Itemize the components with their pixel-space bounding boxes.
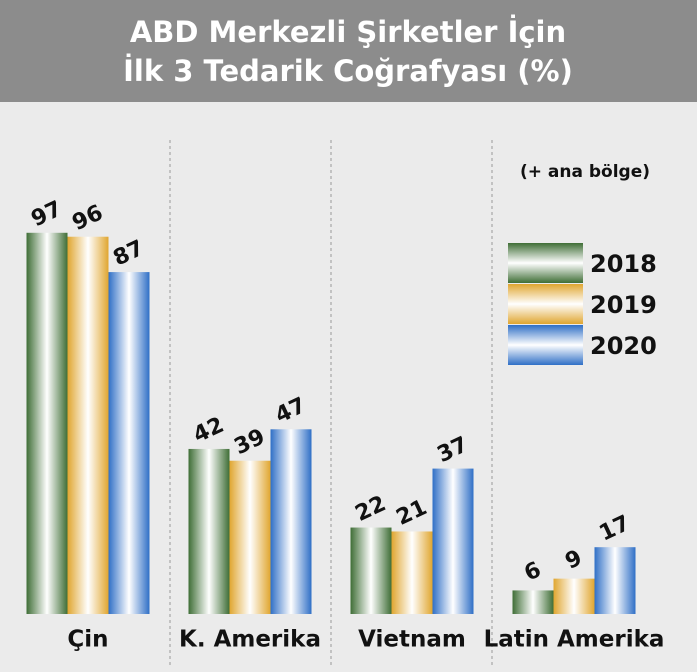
legend-swatch — [508, 243, 583, 283]
legend-swatch — [508, 325, 583, 365]
x-tick-label: Çin — [67, 627, 108, 653]
legend-label: 2019 — [590, 291, 657, 319]
legend-swatch — [508, 284, 583, 324]
bar — [512, 590, 554, 614]
bar — [229, 460, 271, 614]
chart-title: ABD Merkezli Şirketler İçin — [130, 15, 566, 49]
bar — [553, 578, 595, 614]
x-tick-label: Latin Amerika — [484, 627, 665, 653]
bar — [67, 236, 109, 614]
bar — [594, 547, 636, 614]
x-tick-label: K. Amerika — [179, 627, 321, 653]
legend-note: (+ ana bölge) — [520, 162, 650, 182]
title-band — [0, 0, 697, 102]
chart-title: İlk 3 Tedarik Coğrafyası (%) — [123, 54, 573, 88]
bar — [108, 272, 150, 614]
bar — [432, 468, 474, 614]
bar — [26, 232, 68, 615]
bar — [270, 429, 312, 614]
x-tick-label: Vietnam — [358, 627, 466, 653]
legend-label: 2020 — [590, 332, 657, 360]
bar — [188, 448, 230, 614]
bar — [350, 527, 392, 614]
legend-label: 2018 — [590, 250, 657, 278]
bar — [391, 531, 433, 614]
